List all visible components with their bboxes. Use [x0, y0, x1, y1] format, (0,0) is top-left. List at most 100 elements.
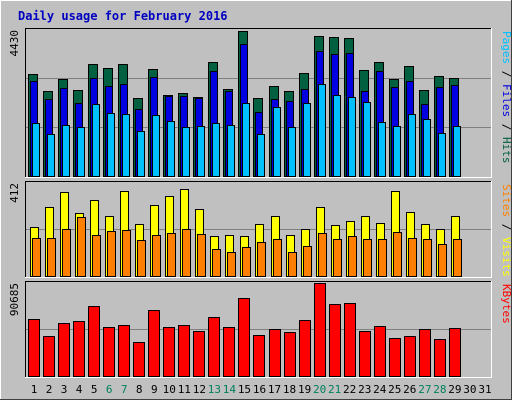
- bar-kbytes-day-19: [299, 320, 311, 377]
- x-tick-label-day-30: 30: [463, 383, 476, 396]
- bar-sites-day-29: [453, 239, 462, 277]
- bar-kbytes-day-1: [28, 319, 40, 377]
- bar-sites-day-24: [378, 239, 387, 277]
- x-tick-label-day-31: 31: [478, 383, 491, 396]
- bar-kbytes-day-15: [238, 298, 250, 377]
- bar-kbytes-day-21: [329, 304, 341, 377]
- bar-kbytes-day-7: [118, 325, 130, 377]
- bar-pages-day-27: [423, 119, 431, 177]
- x-tick-label-day-21: 21: [328, 383, 341, 396]
- bar-pages-day-4: [77, 127, 85, 177]
- bar-sites-day-6: [107, 231, 116, 277]
- x-tick-label-day-23: 23: [358, 383, 371, 396]
- x-tick-label-day-16: 16: [253, 383, 266, 396]
- chart-panels: 4430 Pages / Files / Hits 412 Sites / Visit…: [8, 28, 512, 378]
- bar-pages-day-25: [393, 126, 401, 177]
- x-tick-label-day-10: 10: [163, 383, 176, 396]
- bar-sites-day-11: [182, 229, 191, 277]
- bar-pages-day-29: [453, 126, 461, 177]
- x-tick-label-day-11: 11: [178, 383, 191, 396]
- bar-pages-day-3: [62, 125, 70, 177]
- bar-pages-day-12: [197, 126, 205, 177]
- series-kbytes: [28, 283, 461, 377]
- x-tick-label-day-20: 20: [313, 383, 326, 396]
- bar-kbytes-day-8: [133, 342, 145, 377]
- bar-kbytes-day-14: [223, 327, 235, 377]
- x-tick-label-day-15: 15: [238, 383, 251, 396]
- bar-sites-day-16: [257, 242, 266, 277]
- bar-sites-day-23: [363, 239, 372, 277]
- bar-pages-day-26: [408, 114, 416, 177]
- bar-sites-day-9: [152, 235, 161, 277]
- x-tick-label-day-24: 24: [373, 383, 387, 396]
- x-tick-label-day-13: 13: [208, 383, 221, 396]
- bar-pages-day-8: [137, 131, 145, 177]
- x-tick-label-day-17: 17: [268, 383, 281, 396]
- bar-pages-day-20: [318, 84, 326, 177]
- legend-entry: /: [500, 64, 512, 84]
- bar-sites-day-2: [47, 238, 56, 277]
- panel-kbytes: 90685 KBytes: [8, 281, 512, 378]
- x-tick-label-day-19: 19: [298, 383, 311, 396]
- x-tick-label-day-3: 3: [61, 383, 68, 396]
- bar-kbytes-day-28: [434, 339, 446, 377]
- bar-pages-day-13: [212, 123, 220, 177]
- bar-pages-day-18: [288, 127, 296, 177]
- bar-kbytes-day-16: [253, 335, 265, 377]
- bar-sites-day-22: [348, 236, 357, 277]
- bar-sites-day-27: [423, 239, 432, 277]
- legend-entry: KBytes: [500, 284, 512, 324]
- x-axis-day-labels: 1 2 3 4 5 6 7 8 9 10 11 12 13 14 15 16 17 18 19 20 21 22 23 24 2…: [31, 383, 492, 396]
- legend-entry: Files: [500, 84, 512, 117]
- bar-pages-day-21: [333, 95, 341, 177]
- bar-kbytes-day-23: [359, 331, 371, 377]
- bar-sites-day-28: [438, 244, 447, 277]
- bar-kbytes-day-11: [178, 325, 190, 377]
- bar-sites-day-13: [212, 249, 221, 277]
- panel-legend: Pages / Files / Hits: [500, 31, 512, 164]
- bar-sites-day-3: [62, 229, 71, 277]
- bar-sites-day-7: [122, 230, 131, 277]
- bar-pages-day-6: [107, 113, 115, 177]
- bar-sites-day-8: [137, 240, 146, 277]
- x-tick-label-day-1: 1: [31, 383, 38, 396]
- bar-sites-day-21: [333, 239, 342, 277]
- bar-kbytes-day-22: [344, 303, 356, 377]
- x-tick-label-day-28: 28: [433, 383, 446, 396]
- bar-kbytes-day-26: [404, 336, 416, 377]
- bar-kbytes-day-5: [88, 306, 100, 377]
- series-pages: [32, 84, 461, 177]
- bar-pages-day-14: [227, 125, 235, 177]
- x-tick-label-day-9: 9: [151, 383, 158, 396]
- y-axis-max-label: 4430: [8, 30, 21, 57]
- panel-legend: KBytes: [500, 284, 512, 324]
- bar-kbytes-day-2: [43, 336, 55, 377]
- bar-kbytes-day-25: [389, 338, 401, 377]
- bar-pages-day-1: [32, 123, 40, 177]
- bar-kbytes-day-24: [374, 326, 386, 377]
- y-axis-max-label: 412: [8, 183, 21, 203]
- bar-pages-day-17: [273, 107, 281, 177]
- bar-sites-day-12: [197, 234, 206, 277]
- bar-pages-day-15: [242, 103, 250, 177]
- bar-pages-day-19: [303, 103, 311, 177]
- bar-sites-day-1: [32, 238, 41, 277]
- legend-entry: Hits: [500, 137, 512, 164]
- x-tick-label-day-26: 26: [403, 383, 416, 396]
- x-tick-label-day-8: 8: [136, 383, 143, 396]
- bar-kbytes-day-27: [419, 329, 431, 377]
- bar-sites-day-19: [303, 246, 312, 277]
- x-tick-label-day-12: 12: [193, 383, 206, 396]
- series-sites: [32, 217, 462, 277]
- bar-pages-day-5: [92, 104, 100, 177]
- bar-kbytes-day-20: [314, 283, 326, 377]
- bar-pages-day-7: [122, 114, 130, 177]
- bar-kbytes-day-6: [103, 327, 115, 377]
- x-tick-label-day-25: 25: [388, 383, 401, 396]
- bar-sites-day-25: [393, 232, 402, 277]
- bar-kbytes-day-12: [193, 331, 205, 377]
- bar-pages-day-24: [378, 122, 386, 177]
- panel-legend: Sites / Visits: [500, 184, 512, 277]
- bar-sites-day-10: [167, 233, 176, 277]
- legend-entry: /: [500, 217, 512, 237]
